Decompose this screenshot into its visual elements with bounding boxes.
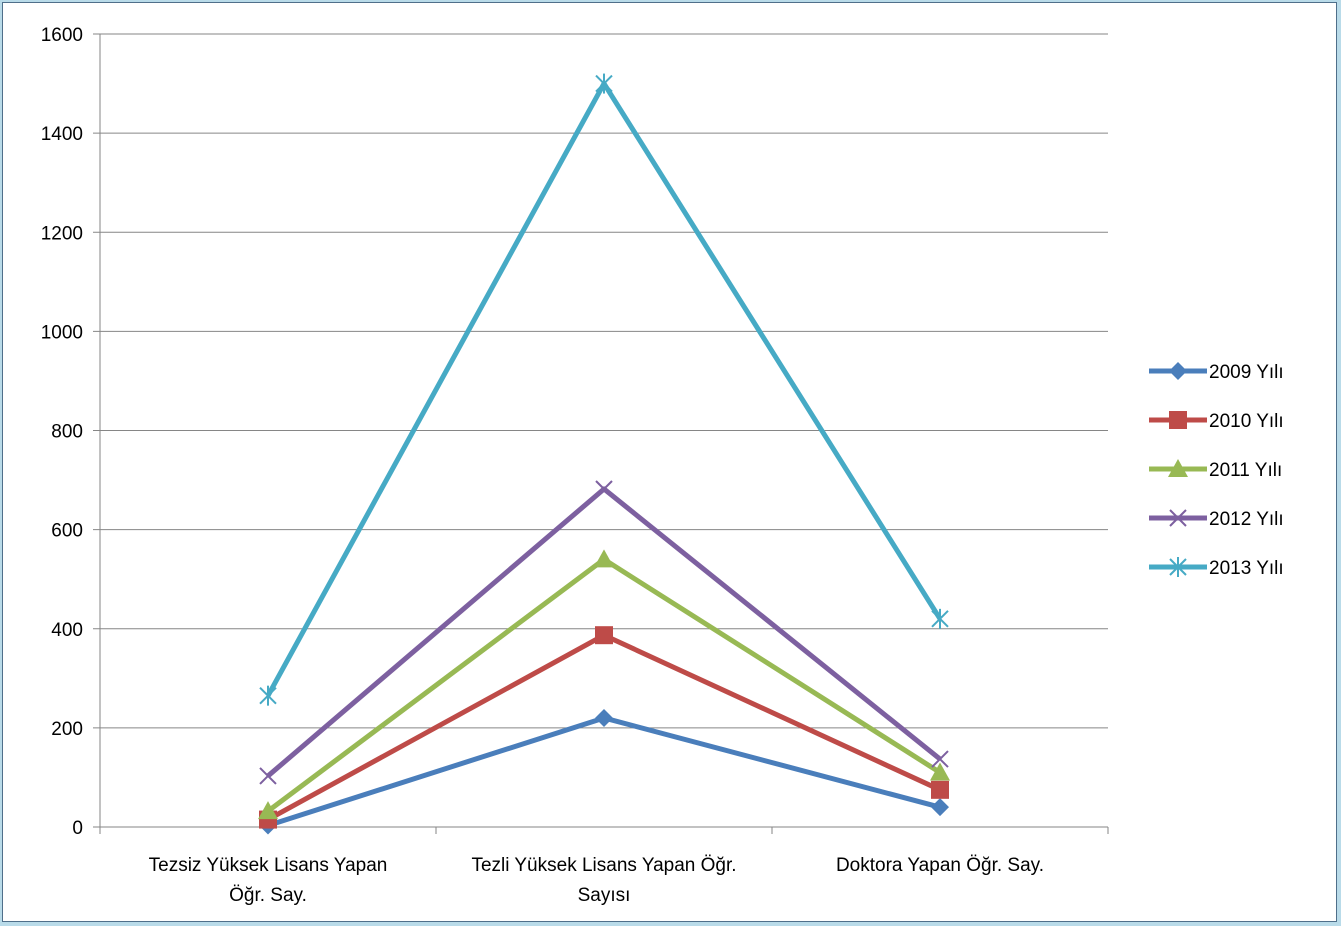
- data-point: [258, 801, 278, 820]
- legend-item: 2012 Yılı: [1149, 509, 1284, 530]
- marker-stroke: [595, 480, 613, 498]
- data-point: [595, 708, 613, 727]
- data-point: [931, 608, 949, 629]
- x-category-label: Tezsiz Yüksek Lisans Yapan Öğr. Say.: [149, 855, 388, 906]
- legend: 2009 Yılı 2010 Yılı 2011 Yılı 2012 Yılı 2013…: [1149, 362, 1284, 579]
- data-point: [930, 762, 950, 781]
- legend-label: 2010 Yılı: [1209, 411, 1284, 432]
- data-point: [931, 780, 949, 799]
- y-tick-label: 0: [72, 818, 83, 839]
- marker-stroke: [1169, 509, 1187, 527]
- y-tick-label: 800: [51, 422, 83, 443]
- x-category-label: Tezli Yüksek Lisans Yapan Öğr. Sayısı: [471, 855, 736, 906]
- legend-item: 2013 Yılı: [1149, 557, 1284, 579]
- line-chart: 0 200 400 600 800 1000 1200 1400 1600 Tezsiz Yüks…: [41, 25, 1284, 906]
- series-line-3: [266, 556, 942, 814]
- data-point: [595, 626, 613, 645]
- legend-marker: [1169, 509, 1187, 527]
- gridlines: [100, 33, 1108, 729]
- legend-label: 2011 Yılı: [1209, 460, 1282, 481]
- y-tick-label: 1200: [41, 223, 83, 244]
- y-tick-label: 1600: [41, 25, 83, 46]
- legend-marker: [1168, 459, 1188, 477]
- legend-item: 2010 Yılı: [1149, 411, 1284, 432]
- y-tick-label: 1400: [41, 124, 83, 145]
- series-markers: [258, 73, 950, 835]
- data-point: [931, 750, 949, 768]
- axis-labels: 0 200 400 600 800 1000 1200 1400 1600 Tezsiz Yüks…: [41, 25, 1044, 906]
- marker-stroke: [259, 767, 277, 785]
- data-point: [259, 685, 277, 706]
- legend-marker: [1169, 557, 1187, 577]
- y-tick-label: 1000: [41, 322, 83, 343]
- data-point: [595, 480, 613, 498]
- data-point: [259, 767, 277, 785]
- marker-stroke: [931, 750, 949, 768]
- data-point: [931, 798, 949, 817]
- y-tick-label: 200: [51, 719, 83, 740]
- legend-item: 2011 Yılı: [1149, 459, 1282, 481]
- legend-item: 2009 Yılı: [1149, 362, 1284, 383]
- data-point: [595, 73, 613, 94]
- x-category-label: Doktora Yapan Öğr. Say.: [836, 855, 1044, 876]
- y-tick-label: 400: [51, 620, 83, 641]
- y-tick-label: 600: [51, 521, 83, 542]
- legend-marker: [1169, 411, 1187, 429]
- legend-label: 2013 Yılı: [1209, 558, 1284, 579]
- series-line-5: [265, 81, 943, 697]
- legend-label: 2009 Yılı: [1209, 362, 1284, 383]
- legend-marker: [1169, 362, 1187, 380]
- legend-label: 2012 Yılı: [1209, 509, 1284, 530]
- data-point: [594, 549, 614, 568]
